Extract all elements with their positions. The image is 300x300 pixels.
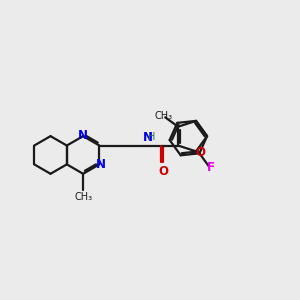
Text: N: N xyxy=(95,158,105,171)
Text: O: O xyxy=(158,166,168,178)
Text: H: H xyxy=(148,132,156,142)
Text: CH₃: CH₃ xyxy=(154,111,172,121)
Text: F: F xyxy=(207,160,215,174)
Text: O: O xyxy=(195,146,205,159)
Text: CH₃: CH₃ xyxy=(74,192,92,202)
Text: N: N xyxy=(78,129,88,142)
Text: N: N xyxy=(143,131,153,144)
